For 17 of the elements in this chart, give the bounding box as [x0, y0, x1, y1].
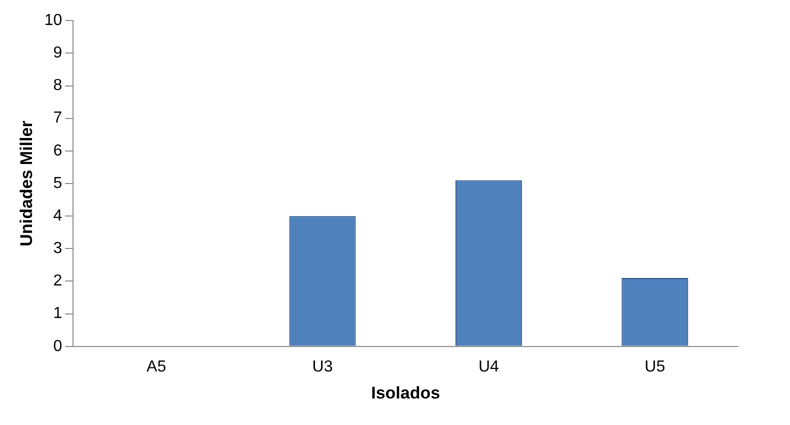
x-tick-label: U5: [644, 358, 666, 376]
x-axis-title: Isolados: [371, 383, 440, 402]
y-tick-label: 1: [53, 305, 62, 322]
y-tick-label: 4: [53, 207, 62, 224]
x-tick-label: U3: [312, 358, 333, 376]
y-tick-label: 6: [53, 142, 62, 160]
y-tick-label: 10: [44, 12, 62, 30]
y-tick-label: 9: [53, 44, 62, 62]
y-tick-label: 3: [53, 240, 62, 258]
y-tick-label: 2: [53, 272, 62, 290]
y-tick-label: 7: [53, 110, 62, 127]
y-axis-title: Unidades Miller: [16, 120, 36, 246]
y-tick-label: 5: [53, 174, 62, 192]
x-tick-label: U4: [478, 358, 500, 376]
y-tick-label: 8: [53, 77, 62, 94]
y-tick-label: 0: [53, 338, 62, 355]
x-tick-label: A5: [146, 358, 166, 376]
